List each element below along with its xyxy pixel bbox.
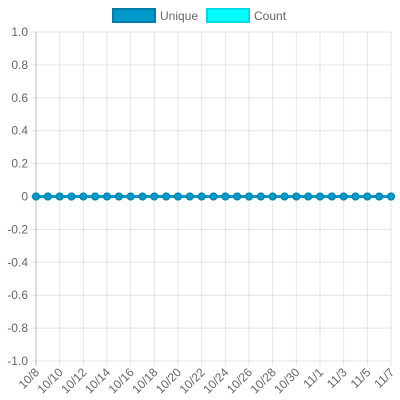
data-point-unique[interactable] (67, 192, 76, 201)
x-tick-label: 11/3 (324, 365, 350, 391)
data-point-unique[interactable] (387, 192, 395, 201)
y-tick-label: 0.6 (11, 91, 28, 105)
data-point-unique[interactable] (327, 192, 336, 201)
data-point-unique[interactable] (150, 192, 159, 201)
y-tick-label: -0.8 (7, 321, 28, 335)
data-point-unique[interactable] (126, 192, 135, 201)
x-tick-label: 10/24 (200, 365, 231, 396)
data-point-unique[interactable] (245, 192, 253, 201)
data-point-unique[interactable] (233, 192, 242, 201)
data-point-unique[interactable] (363, 192, 372, 201)
y-tick-label: -0.6 (7, 288, 28, 302)
data-point-unique[interactable] (256, 192, 265, 201)
x-tick-label: 10/18 (129, 365, 160, 396)
data-point-unique[interactable] (280, 192, 289, 201)
data-point-unique[interactable] (114, 192, 123, 201)
data-point-unique[interactable] (162, 192, 171, 201)
legend-label-count: Count (254, 9, 287, 23)
x-tick-label: 10/10 (35, 365, 66, 396)
legend-item-unique[interactable]: Unique (112, 8, 198, 23)
legend: Unique Count (112, 8, 287, 23)
x-tick-label: 10/14 (82, 365, 113, 396)
y-tick-label: -0.2 (7, 222, 28, 236)
y-tick-label: -1.0 (7, 354, 28, 368)
x-tick-label: 11/7 (371, 365, 397, 391)
y-tick-label: 0.4 (11, 124, 28, 138)
y-tick-label: 1.0 (11, 25, 28, 39)
legend-item-count[interactable]: Count (206, 8, 287, 23)
data-point-unique[interactable] (268, 192, 277, 201)
data-point-unique[interactable] (375, 192, 384, 201)
x-tick-label: 10/20 (153, 365, 184, 396)
data-point-unique[interactable] (185, 192, 194, 201)
y-tick-label: -0.4 (7, 255, 28, 269)
data-point-unique[interactable] (292, 192, 301, 201)
x-tick-label: 10/30 (271, 365, 302, 396)
y-tick-label: 0.2 (11, 157, 28, 171)
data-point-unique[interactable] (103, 192, 111, 201)
legend-swatch-unique (112, 8, 156, 23)
data-point-unique[interactable] (79, 192, 88, 201)
x-tick-label: 10/26 (224, 365, 255, 396)
data-point-unique[interactable] (339, 192, 348, 201)
data-point-unique[interactable] (32, 192, 40, 201)
legend-label-unique: Unique (160, 9, 198, 23)
data-point-unique[interactable] (174, 192, 182, 201)
data-point-unique[interactable] (197, 192, 206, 201)
series-layer (32, 192, 395, 201)
data-point-unique[interactable] (91, 192, 100, 201)
x-tick-label: 10/16 (106, 365, 137, 396)
x-tick-label: 10/12 (58, 365, 89, 396)
data-point-unique[interactable] (316, 192, 324, 201)
data-point-unique[interactable] (304, 192, 313, 201)
x-tick-label: 11/5 (348, 365, 374, 391)
y-tick-label: 0.8 (11, 58, 28, 72)
data-point-unique[interactable] (351, 192, 360, 201)
x-tick-label: 11/1 (300, 365, 326, 391)
x-tick-label: 10/28 (248, 365, 279, 396)
data-point-unique[interactable] (43, 192, 52, 201)
x-tick-label: 10/22 (177, 365, 208, 396)
legend-swatch-count (206, 8, 250, 23)
data-point-unique[interactable] (221, 192, 230, 201)
axes: 1.00.80.60.40.20-0.2-0.4-0.6-0.8-1.010/8… (7, 25, 397, 396)
data-point-unique[interactable] (55, 192, 64, 201)
y-tick-label: 0 (21, 190, 28, 204)
data-point-unique[interactable] (138, 192, 147, 201)
data-point-unique[interactable] (209, 192, 218, 201)
